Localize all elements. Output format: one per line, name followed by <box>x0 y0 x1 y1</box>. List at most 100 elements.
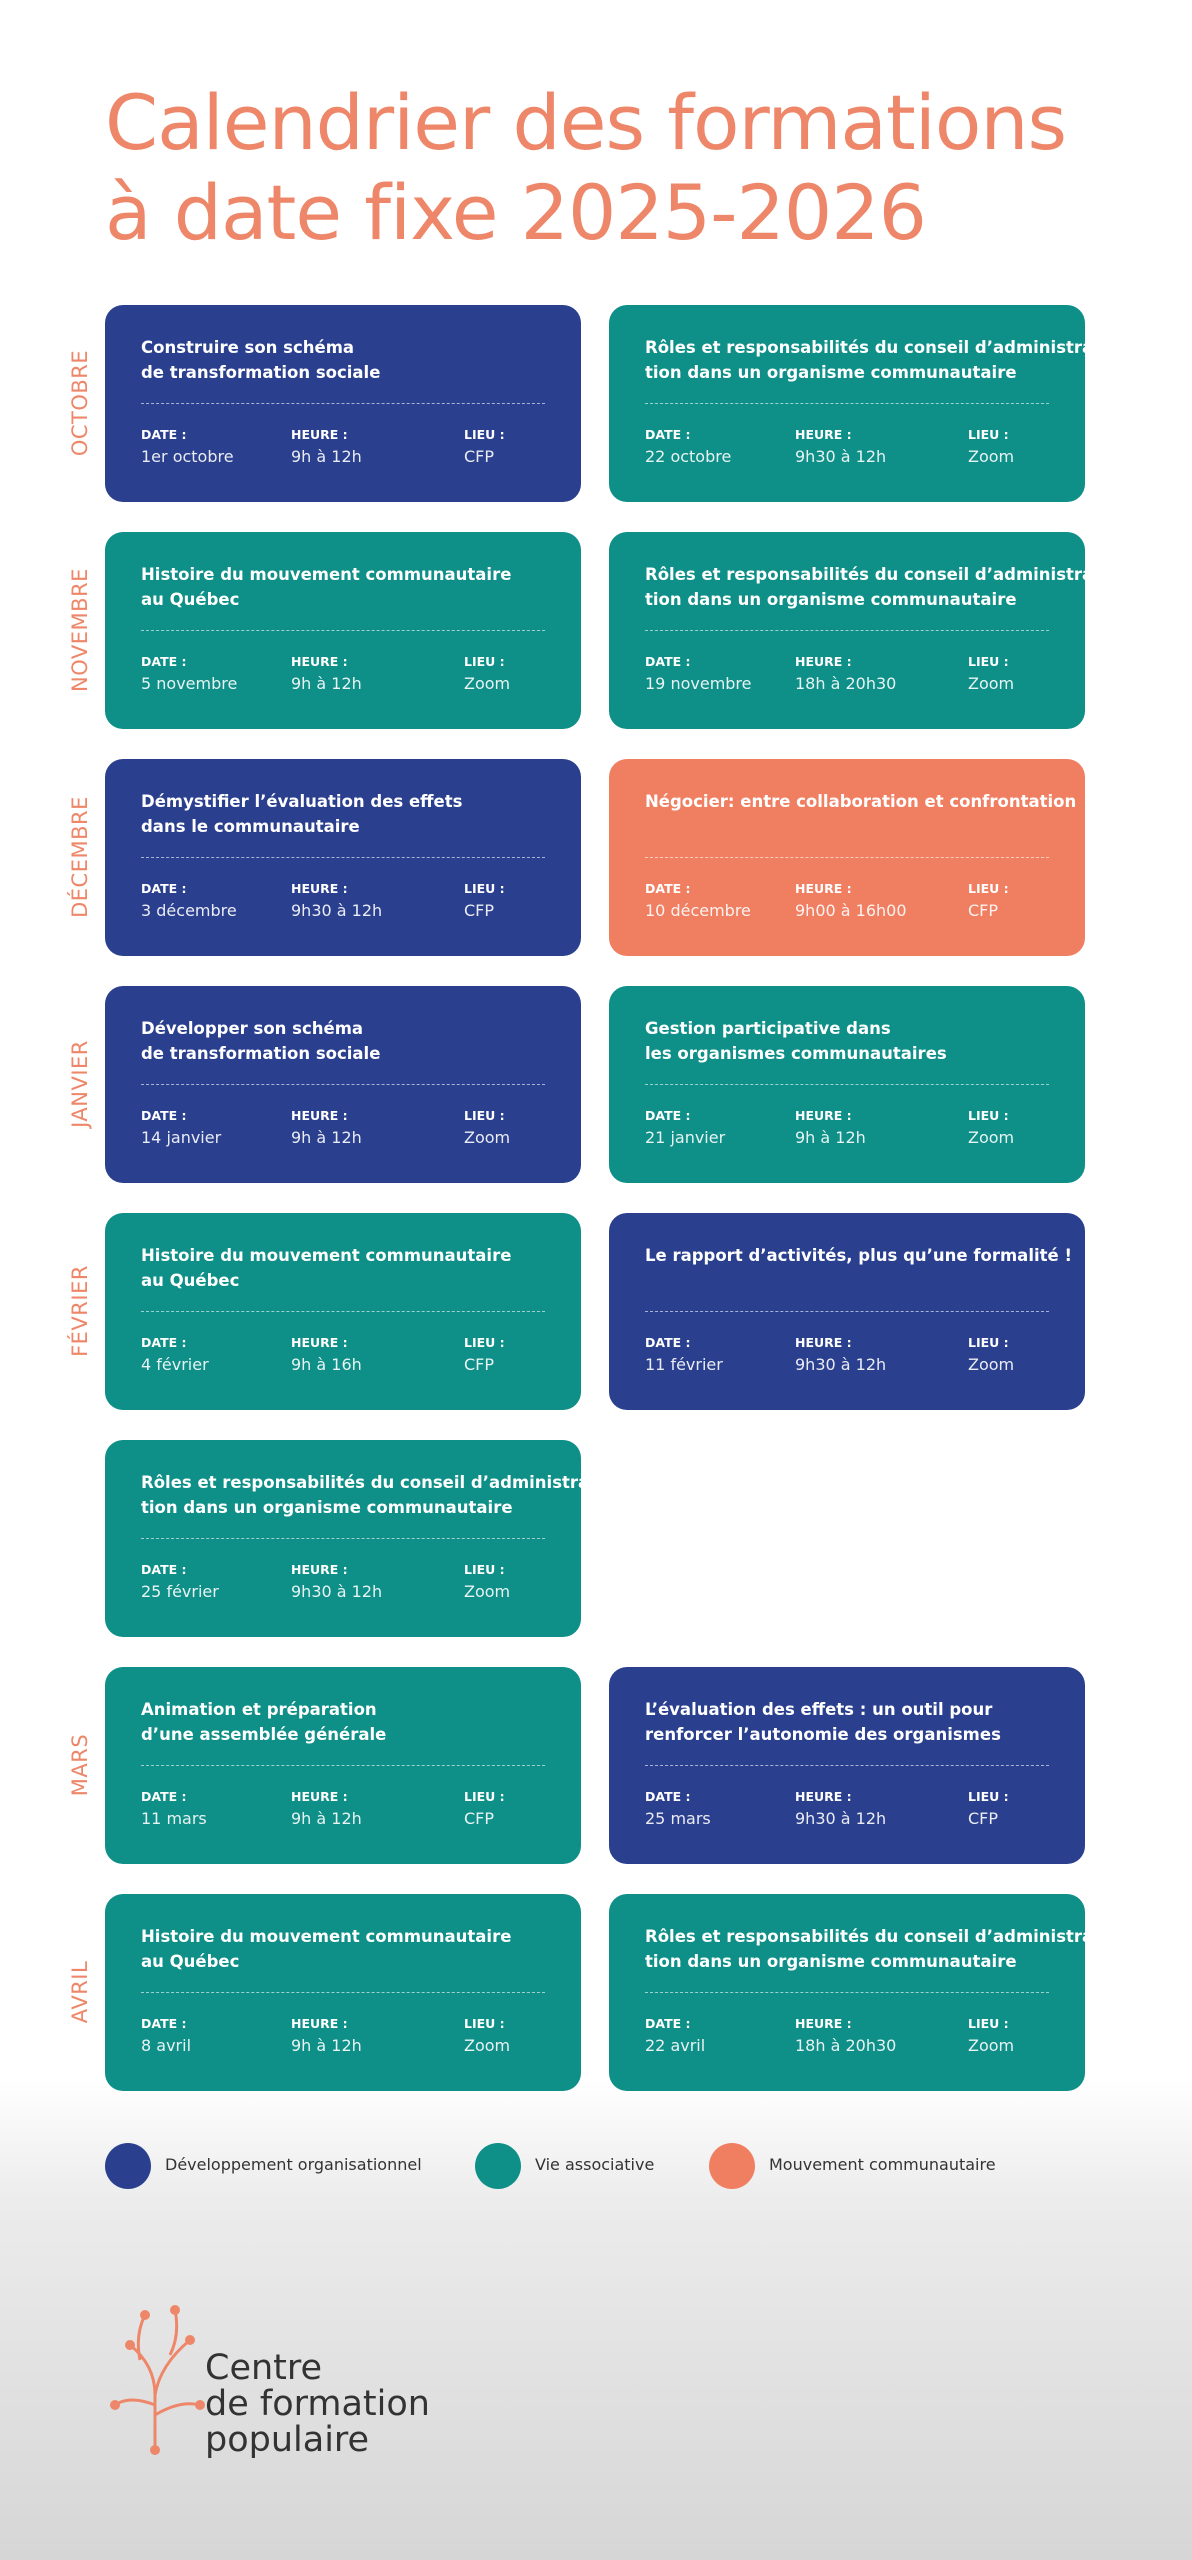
field-label: DATE : <box>645 2016 691 2031</box>
logo-text: Centre <box>205 2348 323 2388</box>
field-value: 21 janvier <box>645 1128 726 1147</box>
field-label: DATE : <box>141 1789 187 1804</box>
field-value: Zoom <box>464 1128 511 1147</box>
field-label: LIEU : <box>464 2016 505 2031</box>
field-label: LIEU : <box>464 881 505 896</box>
legend-label: Vie associative <box>535 2155 655 2174</box>
month-label: MARS <box>68 1733 92 1797</box>
course-card: Rôles et responsabilités du conseil d’ad… <box>609 532 1100 729</box>
field-label: HEURE : <box>795 1789 852 1804</box>
field-value: 10 décembre <box>645 901 751 920</box>
legend-swatch <box>475 2143 521 2189</box>
divider <box>141 1992 545 1993</box>
field-value: Zoom <box>968 674 1015 693</box>
field-label: HEURE : <box>795 427 852 442</box>
field-value: 4 février <box>141 1355 209 1374</box>
field-value: 18h à 20h30 <box>795 2036 897 2055</box>
title-line: au Québec <box>141 1271 240 1290</box>
field-value: 11 février <box>645 1355 723 1374</box>
course-title: Construire son schéma de transformation s… <box>141 335 380 385</box>
field-value: CFP <box>968 901 999 920</box>
field-label: LIEU : <box>464 1562 505 1577</box>
month-label: NOVEMBRE <box>68 568 92 692</box>
field-label: HEURE : <box>291 2016 348 2031</box>
divider <box>645 403 1049 404</box>
title-line: Histoire du mouvement communautaire <box>141 1246 512 1265</box>
month-label: OCTOBRE <box>68 349 92 457</box>
field-value: Zoom <box>968 447 1015 466</box>
course-title: Animation et préparation d’une assemblée … <box>141 1697 386 1747</box>
course-card: Gestion participative dans les organismes… <box>609 986 1085 1183</box>
field-label: LIEU : <box>464 1108 505 1123</box>
field-label: HEURE : <box>795 654 852 669</box>
field-label: DATE : <box>645 1335 691 1350</box>
logo-text: de formation <box>205 2384 430 2424</box>
course-title: Rôles et responsabilités du conseil d’ad… <box>645 562 1100 612</box>
field-value: 9h à 12h <box>795 1128 866 1147</box>
divider <box>645 857 1049 858</box>
title-line: tion dans un organisme communautaire <box>645 363 1017 382</box>
divider <box>645 630 1049 631</box>
course-card: Développer son schéma de transformation s… <box>105 986 581 1183</box>
field-value: Zoom <box>464 2036 511 2055</box>
field-value: 9h à 12h <box>291 447 362 466</box>
field-value: 9h30 à 12h <box>795 1355 887 1374</box>
field-label: HEURE : <box>795 881 852 896</box>
field-value: 8 avril <box>141 2036 192 2055</box>
field-value: Zoom <box>464 674 511 693</box>
course-title: Gestion participative dans les organismes… <box>645 1016 947 1066</box>
course-title: Rôles et responsabilités du conseil d’ad… <box>141 1470 596 1520</box>
title-line: Négocier: entre collaboration et confron… <box>645 792 1077 811</box>
field-value: 19 novembre <box>645 674 752 693</box>
field-value: 9h à 12h <box>291 2036 362 2055</box>
field-value: 18h à 20h30 <box>795 674 897 693</box>
field-value: Zoom <box>968 2036 1015 2055</box>
title-line: Histoire du mouvement communautaire <box>141 565 512 584</box>
field-label: DATE : <box>645 427 691 442</box>
title-line: Développer son schéma <box>141 1019 364 1038</box>
divider <box>141 1765 545 1766</box>
course-title: Histoire du mouvement communautaire au Qu… <box>141 562 511 612</box>
title-line: d’une assemblée générale <box>141 1725 387 1744</box>
field-value: 14 janvier <box>141 1128 222 1147</box>
title-line: Rôles et responsabilités du conseil d’ad… <box>645 1927 1101 1946</box>
field-label: HEURE : <box>291 1562 348 1577</box>
field-value: 5 novembre <box>141 674 238 693</box>
course-card: Rôles et responsabilités du conseil d’ad… <box>609 1894 1100 2091</box>
field-label: DATE : <box>141 2016 187 2031</box>
divider <box>645 1765 1049 1766</box>
divider <box>645 1084 1049 1085</box>
title-line: de transformation sociale <box>141 363 381 382</box>
title-line: Histoire du mouvement communautaire <box>141 1927 512 1946</box>
legend-label: Mouvement communautaire <box>769 2155 996 2174</box>
field-label: HEURE : <box>291 1108 348 1123</box>
course-card: Négocier: entre collaboration et confron… <box>609 759 1085 956</box>
course-card: Histoire du mouvement communautaire au Qu… <box>105 1213 581 1410</box>
field-value: 9h30 à 12h <box>291 1582 383 1601</box>
field-label: LIEU : <box>968 427 1009 442</box>
month-label: AVRIL <box>68 1960 92 2024</box>
field-label: HEURE : <box>291 427 348 442</box>
course-card: Animation et préparation d’une assemblée … <box>105 1667 581 1864</box>
month-label: JANVIER <box>68 1040 92 1128</box>
field-label: LIEU : <box>464 1789 505 1804</box>
field-value: 1er octobre <box>141 447 234 466</box>
course-title: Histoire du mouvement communautaire au Qu… <box>141 1243 511 1293</box>
field-label: DATE : <box>141 881 187 896</box>
field-label: HEURE : <box>291 881 348 896</box>
divider <box>645 1311 1049 1312</box>
field-label: LIEU : <box>464 1335 505 1350</box>
field-value: CFP <box>464 1355 495 1374</box>
divider <box>141 1084 545 1085</box>
title-line: tion dans un organisme communautaire <box>645 1952 1017 1971</box>
legend-swatch <box>105 2143 151 2189</box>
field-value: 25 mars <box>645 1809 711 1828</box>
field-value: 9h à 12h <box>291 1809 362 1828</box>
title-line: Rôles et responsabilités du conseil d’ad… <box>645 565 1101 584</box>
title-line: renforcer l’autonomie des organismes <box>645 1725 1001 1744</box>
legend-swatch <box>709 2143 755 2189</box>
title-line: Calendrier des formations <box>105 78 1067 167</box>
course-card: Rôles et responsabilités du conseil d’ad… <box>105 1440 596 1637</box>
title-line: Animation et préparation <box>141 1700 377 1719</box>
